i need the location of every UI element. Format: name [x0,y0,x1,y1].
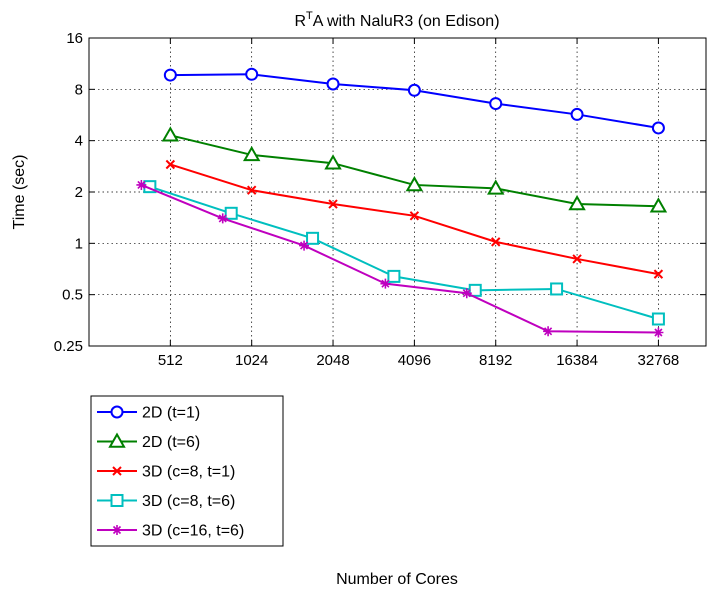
data-point [242,145,261,162]
x-tick-label: 4096 [398,352,431,369]
legend: 2D (t=1) 2D (t=6) 3D (c=8, t=1) 3D (c=8, t=… [90,395,284,547]
data-point [568,195,586,211]
data-point [570,107,584,121]
legend-label: 2D (t=1) [142,405,200,422]
y-tick-label: 0.5 [62,287,83,304]
data-point [572,254,582,264]
legend-marker [112,525,122,535]
legend-item-2: 2D (t=6) [97,432,200,451]
chart-title-superscript: T [306,10,313,22]
data-point [387,269,401,283]
data-point [405,175,424,192]
legend-marker [110,494,124,507]
x-tick-label: 2048 [316,352,349,369]
data-point [299,240,310,251]
data-point [224,206,238,220]
series-3 [165,159,664,279]
legend-label: 3D (c=8, t=1) [142,464,235,481]
ticks-layer: 512 1024 2048 4096 8192 16384 32768 0.25 0.5 1 2 4 8… [54,30,706,369]
data-point [461,288,472,299]
data-point [245,67,259,81]
series-4 [143,180,665,326]
data-point [306,231,320,245]
series-2 [161,126,668,213]
legend-item-5: 3D (c=16, t=6) [97,523,244,540]
data-point [326,77,340,91]
data-point [324,154,342,170]
x-axis-label: Number of Cores [336,571,458,588]
data-point [491,237,501,247]
data-point [649,197,668,213]
y-tick-label: 1 [75,235,83,252]
x-tick-label: 512 [158,352,183,369]
y-tick-label: 4 [75,133,83,150]
data-point [489,97,503,111]
data-point [328,199,338,209]
series-5 [136,179,664,338]
legend-label: 3D (c=16, t=6) [142,523,244,540]
series-layer [136,67,668,338]
data-point [487,179,505,195]
legend-marker [108,432,126,448]
data-point [653,327,664,338]
legend-marker [110,405,124,419]
legend-marker [112,466,122,476]
y-tick-label: 0.25 [54,338,83,355]
y-axis-label: Time (sec) [11,155,28,230]
grid-layer [89,38,706,346]
legend-label: 3D (c=8, t=6) [142,493,235,510]
x-tick-label: 8192 [479,352,512,369]
legend-item-4: 3D (c=8, t=6) [97,493,235,510]
data-point [651,312,665,326]
legend-label: 2D (t=6) [142,434,200,451]
data-point [653,269,664,279]
series-1 [163,67,665,135]
chart-title: RTA with NaluR3 (on Edison) [294,10,499,30]
data-point [550,282,564,296]
data-point [543,326,554,337]
x-tick-label: 16384 [556,352,598,369]
data-point [409,211,420,221]
data-point [165,159,176,170]
y-tick-label: 8 [75,81,83,98]
x-tick-label: 32768 [638,352,680,369]
data-point [407,83,421,97]
data-point [246,185,257,195]
data-point [380,278,391,289]
data-point [217,213,228,224]
legend-item-1: 2D (t=1) [97,405,200,422]
data-point [468,283,482,297]
data-point [161,126,180,142]
y-tick-label: 2 [75,184,83,201]
x-tick-label: 1024 [235,352,268,369]
y-tick-label: 16 [66,30,83,47]
legend-item-3: 3D (c=8, t=1) [97,464,235,481]
data-point [163,68,177,82]
data-point [136,179,147,190]
data-point [651,121,665,135]
